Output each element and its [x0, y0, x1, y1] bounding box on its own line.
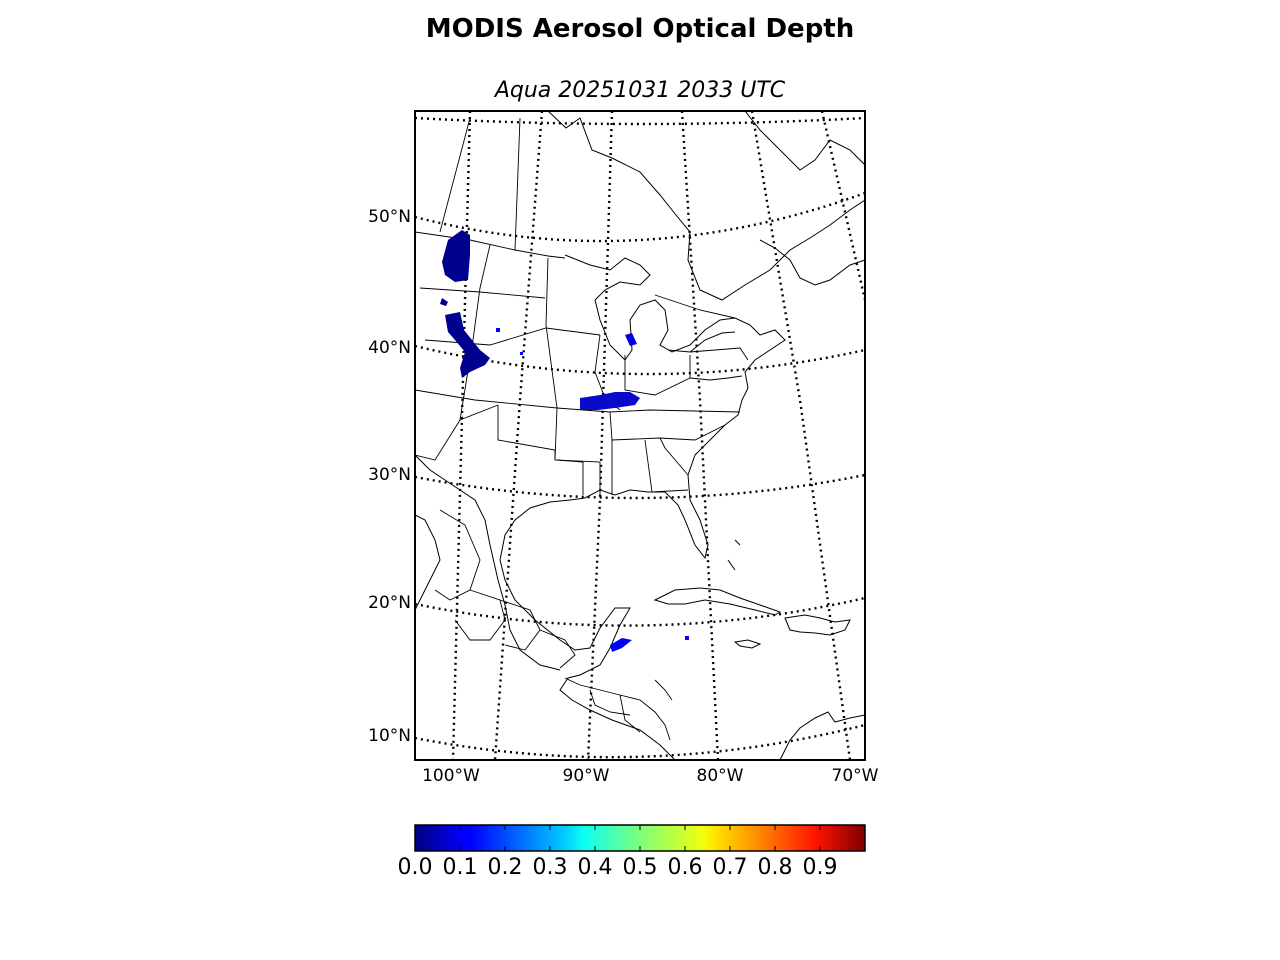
colorbar-label: 0.9	[802, 855, 838, 880]
map-frame	[414, 110, 866, 761]
graticule	[415, 111, 865, 760]
lat-label-40: 40°N	[368, 338, 411, 358]
colorbar-label: 0.1	[442, 855, 478, 880]
aod-region-yucatan	[610, 638, 632, 652]
aod-pixel	[520, 352, 523, 355]
colorbar-label: 0.5	[622, 855, 658, 880]
map-area	[415, 111, 865, 760]
colorbar-label: 0.8	[757, 855, 793, 880]
aod-region-wyoming	[445, 312, 490, 378]
map-subtitle: Aqua 20251031 2033 UTC	[494, 78, 786, 103]
aod-pixel	[496, 328, 500, 332]
aod-region-illinois	[580, 392, 640, 410]
aod-region-michigan	[625, 333, 637, 346]
colorbar-label: 0.0	[397, 855, 433, 880]
coastlines	[415, 111, 865, 760]
aod-retrievals	[440, 230, 689, 652]
colorbar-ticks	[459, 825, 821, 851]
lat-label-50: 50°N	[368, 207, 411, 227]
lat-label-10: 10°N	[368, 726, 411, 746]
colorbar-label: 0.7	[712, 855, 748, 880]
lat-label-30: 30°N	[368, 465, 411, 485]
lon-label-90w: 90°W	[562, 766, 610, 786]
colorbar-label: 0.2	[487, 855, 523, 880]
colorbar	[414, 824, 866, 852]
colorbar-label: 0.6	[667, 855, 703, 880]
aod-region-montana	[442, 230, 470, 282]
lon-label-70w: 70°W	[831, 766, 879, 786]
map-title: MODIS Aerosol Optical Depth	[425, 14, 855, 44]
lon-label-100w: 100°W	[422, 766, 480, 786]
lon-label-80w: 80°W	[696, 766, 744, 786]
aod-region-idaho	[440, 298, 448, 306]
political-boundaries	[415, 117, 749, 741]
colorbar-label: 0.4	[577, 855, 613, 880]
colorbar-label: 0.3	[532, 855, 568, 880]
aod-pixel	[685, 636, 689, 640]
lat-label-20: 20°N	[368, 593, 411, 613]
